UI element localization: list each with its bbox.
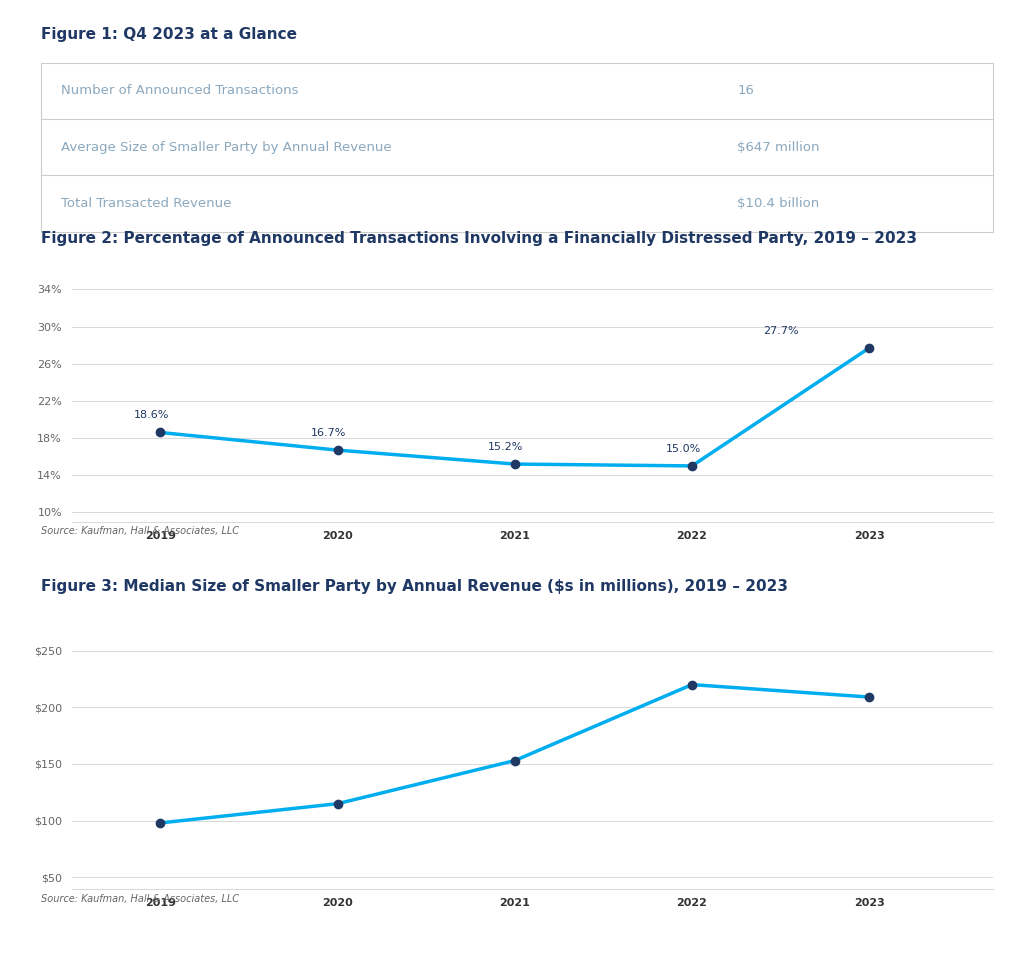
Text: Source: Kaufman, Hall & Associates, LLC: Source: Kaufman, Hall & Associates, LLC bbox=[41, 526, 239, 536]
Text: Average Size of Smaller Party by Annual Revenue: Average Size of Smaller Party by Annual … bbox=[61, 141, 392, 154]
Text: 16: 16 bbox=[737, 84, 754, 98]
Text: $647 million: $647 million bbox=[737, 141, 820, 154]
Text: Total Transacted Revenue: Total Transacted Revenue bbox=[61, 197, 231, 211]
Text: 16.7%: 16.7% bbox=[311, 428, 346, 438]
Text: 27.7%: 27.7% bbox=[763, 326, 799, 336]
Text: 15.0%: 15.0% bbox=[666, 443, 700, 454]
Text: 18.6%: 18.6% bbox=[134, 411, 169, 420]
Text: Number of Announced Transactions: Number of Announced Transactions bbox=[61, 84, 299, 98]
Text: Figure 1: Q4 2023 at a Glance: Figure 1: Q4 2023 at a Glance bbox=[41, 27, 297, 43]
Text: 15.2%: 15.2% bbox=[488, 442, 523, 452]
Text: Source: Kaufman, Hall & Associates, LLC: Source: Kaufman, Hall & Associates, LLC bbox=[41, 894, 239, 903]
Text: Figure 2: Percentage of Announced Transactions Involving a Financially Distresse: Figure 2: Percentage of Announced Transa… bbox=[41, 231, 916, 246]
Text: Figure 3: Median Size of Smaller Party by Annual Revenue ($s in millions), 2019 : Figure 3: Median Size of Smaller Party b… bbox=[41, 579, 787, 594]
Text: $10.4 billion: $10.4 billion bbox=[737, 197, 819, 211]
